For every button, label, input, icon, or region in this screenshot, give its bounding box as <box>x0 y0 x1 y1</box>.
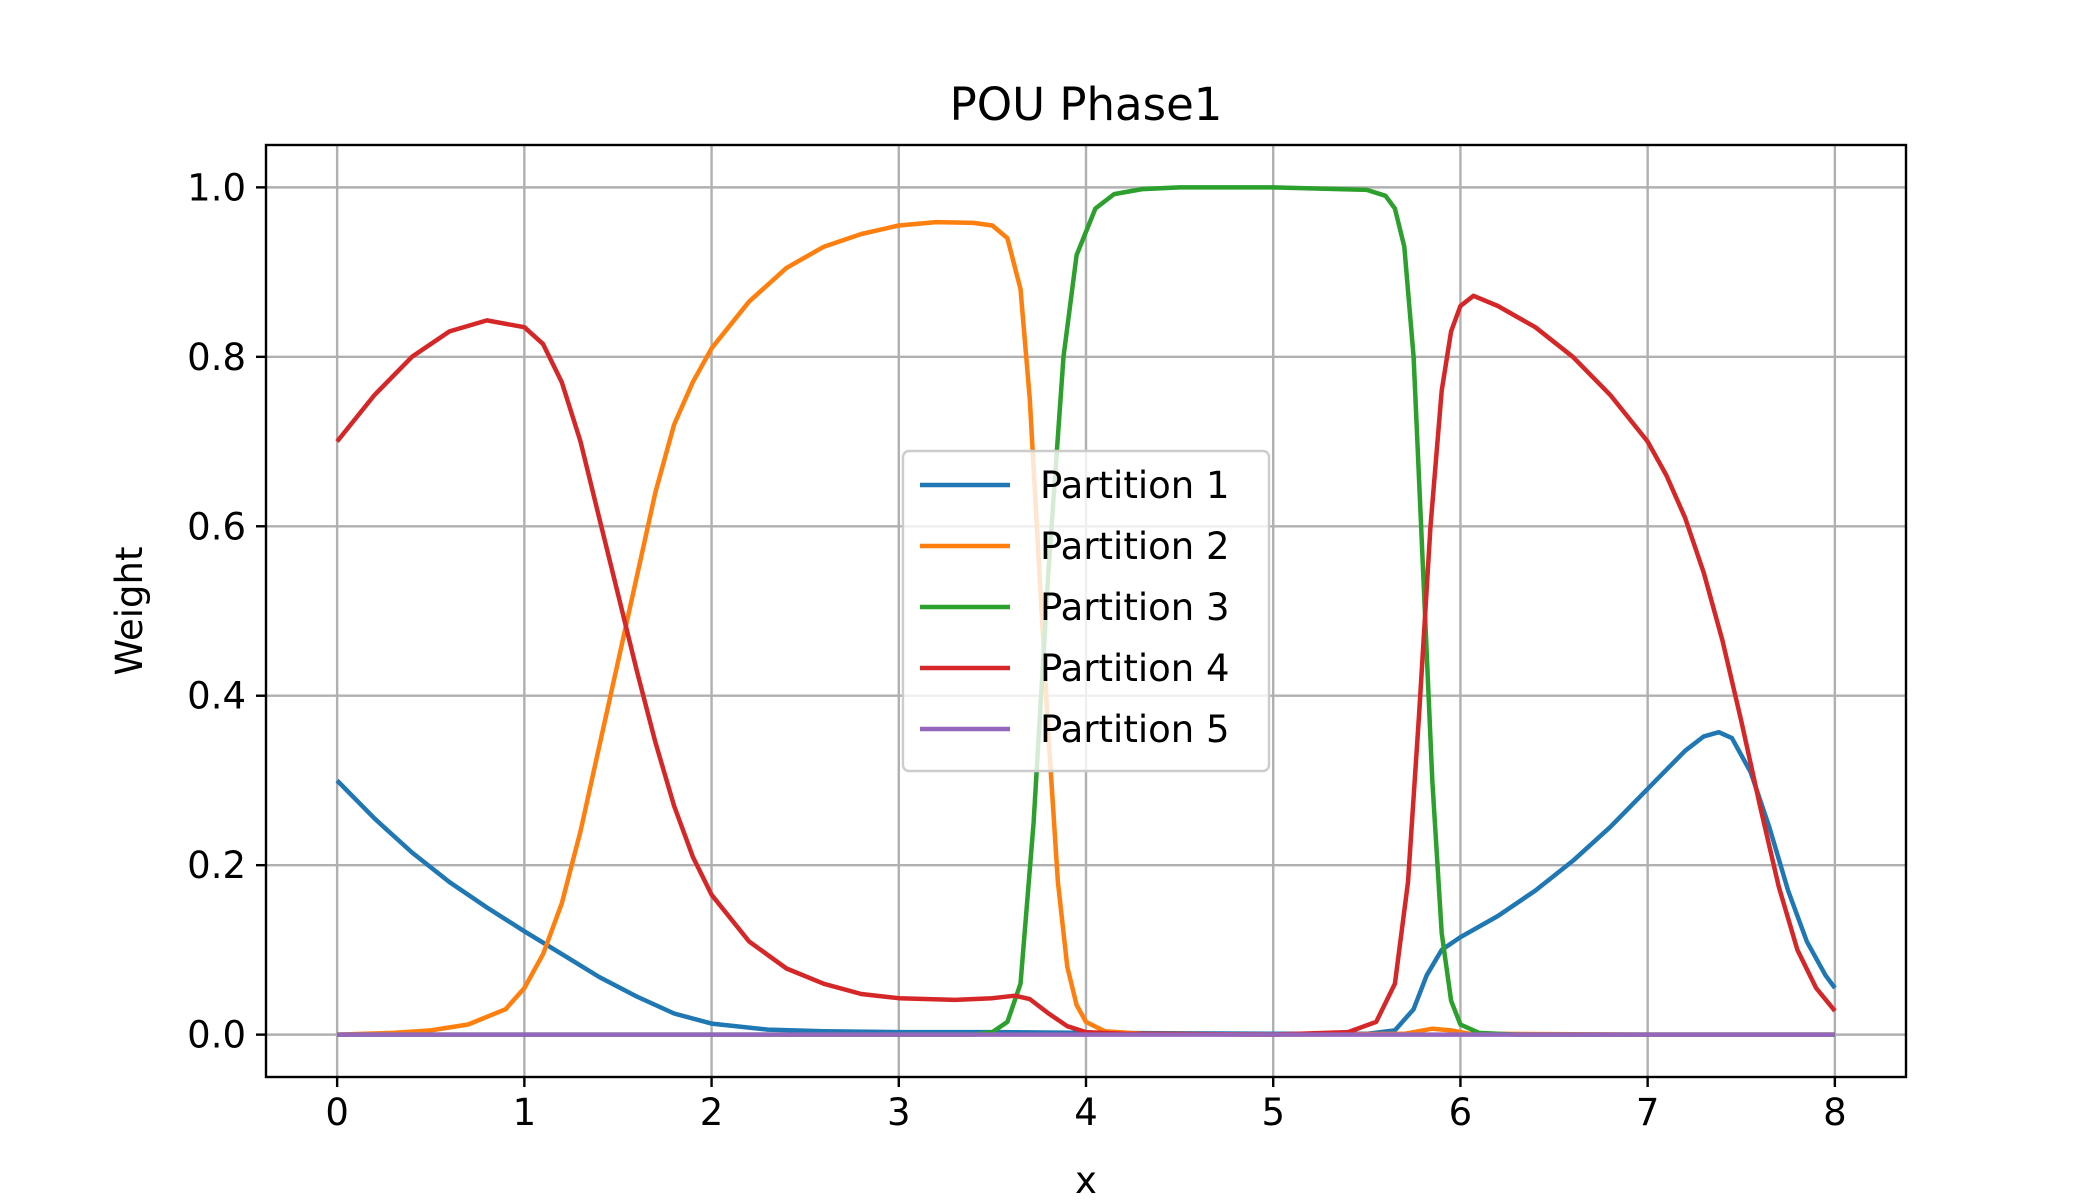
legend-label-partition-3: Partition 3 <box>1040 586 1230 629</box>
x-tick-label: 0 <box>325 1091 349 1134</box>
y-tick-label: 0.0 <box>187 1014 246 1057</box>
y-tick-label: 0.4 <box>187 675 246 718</box>
x-tick-label: 8 <box>1823 1091 1847 1134</box>
x-tick-label: 7 <box>1636 1091 1660 1134</box>
legend-label-partition-4: Partition 4 <box>1040 647 1230 690</box>
legend-box <box>901 449 1271 773</box>
y-tick-label: 0.2 <box>187 844 246 887</box>
y-tick-label: 0.6 <box>187 505 246 548</box>
series-line-partition-3 <box>337 185 1835 1037</box>
y-tick-label: 0.8 <box>187 336 246 379</box>
legend: Partition 1 Partition 2 Partition 3 Partiti… <box>901 449 1271 773</box>
chart-title: POU Phase1 <box>950 78 1223 131</box>
ticks: 0 1 2 3 4 5 6 7 8 0.0 0.2 0.4 0.6 0.8 1.0 <box>187 166 1846 1134</box>
x-tick-label: 1 <box>513 1091 537 1134</box>
x-tick-label: 3 <box>887 1091 911 1134</box>
x-tick-label: 5 <box>1261 1091 1285 1134</box>
y-tick-label: 1.0 <box>187 166 246 209</box>
series-line-partition-4 <box>335 293 1837 1037</box>
y-axis-title: Weight <box>108 547 151 676</box>
plot-area <box>335 185 1837 1037</box>
x-tick-label: 6 <box>1449 1091 1473 1134</box>
series-line-partition-1 <box>335 729 1837 1037</box>
legend-label-partition-1: Partition 1 <box>1040 464 1230 507</box>
x-axis-title: x <box>1075 1159 1097 1200</box>
x-tick-label: 4 <box>1074 1091 1098 1134</box>
x-tick-label: 2 <box>700 1091 724 1134</box>
legend-label-partition-5: Partition 5 <box>1040 708 1230 751</box>
legend-label-partition-2: Partition 2 <box>1040 525 1230 568</box>
